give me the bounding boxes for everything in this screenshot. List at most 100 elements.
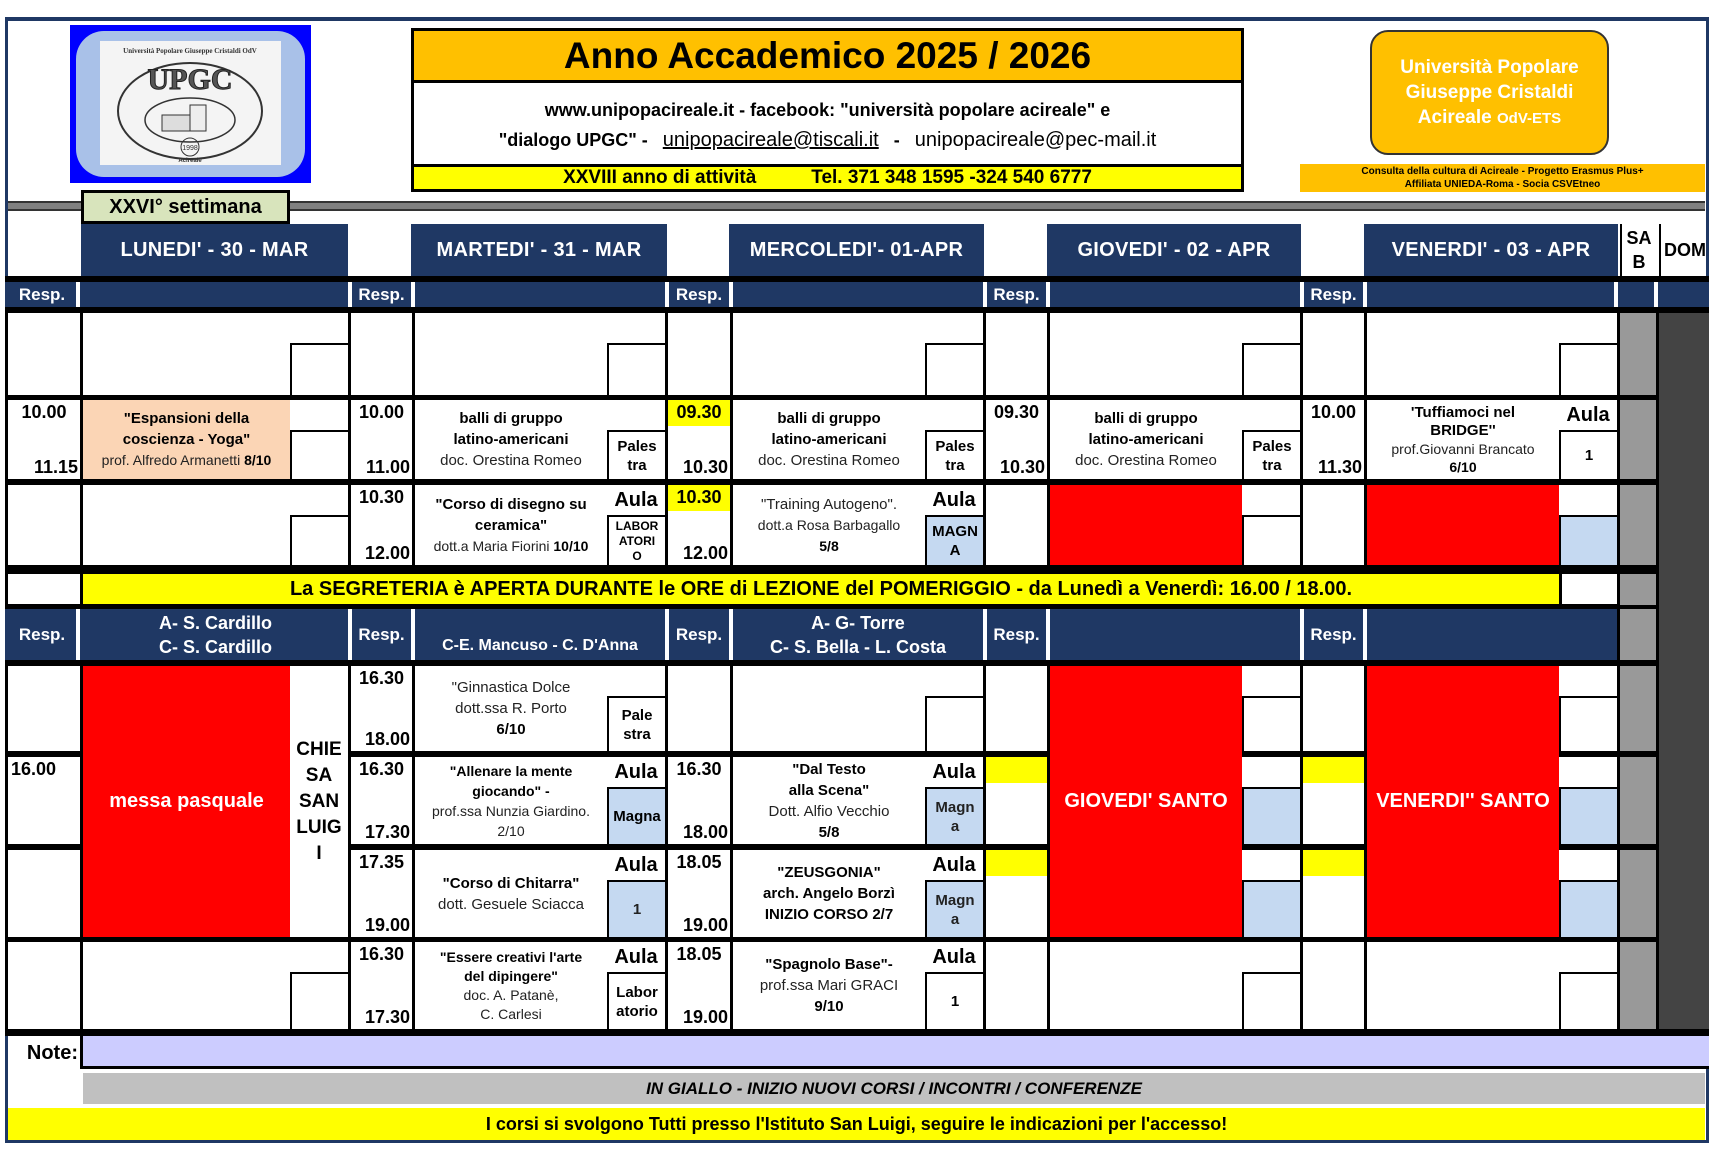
sat-cell <box>1620 609 1656 660</box>
course-bridge: 'Tuffiamoci nel BRIDGE'' prof.Giovanni Bra… <box>1367 400 1617 479</box>
day-header-mon: LUNEDI' - 30 - MAR <box>81 224 348 276</box>
resp-cell <box>1303 757 1364 844</box>
room-laboratorio: LABOR ATORI O <box>607 515 665 565</box>
room-box <box>1242 515 1300 565</box>
room-box <box>290 343 348 395</box>
room-box <box>925 343 983 395</box>
room-1: 1 <box>1559 430 1617 479</box>
course-spagnolo-base: "Spagnolo Base"- prof.ssa Mari GRACI 9/10 … <box>733 942 983 1029</box>
course-yoga: "Espansioni della coscienza - Yoga" prof. … <box>83 400 348 479</box>
org-line: Università Popolare <box>1400 56 1579 78</box>
day-header-fri: VENERDI' - 03 - APR <box>1364 224 1618 276</box>
day-header-sat: SA B <box>1620 224 1656 276</box>
resp-cell <box>8 942 80 1029</box>
time-cell: 17.35 19.00 <box>351 850 412 937</box>
resp-cell <box>986 485 1047 565</box>
upgc-logo: Università Popolare Giuseppe Cristaldi O… <box>70 25 311 183</box>
room-laboratorio: Labor atorio <box>607 972 665 1029</box>
room-box <box>290 515 348 565</box>
week-label: XXVI° settimana <box>81 190 290 224</box>
afternoon-header <box>5 609 1617 660</box>
sat-cell <box>1620 400 1656 479</box>
resp-cell <box>1303 313 1364 395</box>
activity-cell <box>733 313 983 395</box>
resp-cell <box>8 313 80 395</box>
time-cell: 09.30 10.30 <box>986 400 1047 479</box>
room-1: 1 <box>607 880 665 937</box>
resp-cell <box>1303 485 1364 565</box>
activity-cell <box>1367 485 1617 565</box>
time-cell: 18.05 19.00 <box>668 850 730 937</box>
sat-cell <box>1620 757 1656 844</box>
room-1: 1 <box>925 972 983 1029</box>
affiliation-line: Consulta della cultura di Acireale - Pro… <box>1361 166 1644 177</box>
note-label: Note: <box>8 1036 80 1108</box>
time-cell: 16.00 <box>8 757 80 844</box>
sat-cell <box>1620 485 1656 565</box>
affiliations: Consulta della cultura di Acireale - Pro… <box>1300 164 1705 192</box>
info-banner: I corsi si svolgono Tutti presso l'Istit… <box>8 1108 1705 1140</box>
room-box <box>1559 343 1617 395</box>
resp-cell <box>986 850 1047 937</box>
room-box <box>1242 787 1300 844</box>
resp-header: Resp. <box>1300 609 1367 660</box>
legend-banner: IN GIALLO - INIZIO NUOVI CORSI / INCONTR… <box>83 1073 1705 1104</box>
note-field[interactable] <box>80 1036 1709 1069</box>
day-header-thu: GIOVEDI' - 02 - APR <box>1047 224 1301 276</box>
email-pec[interactable]: unipopacireale@pec-mail.it <box>914 129 1157 151</box>
day-header-wed: MERCOLEDI'- 01-APR <box>729 224 984 276</box>
sat-cell <box>1620 942 1656 1029</box>
divider <box>8 201 1705 211</box>
activity-cell <box>83 313 348 395</box>
course-balli: balli di gruppo latino-americani doc. Ores… <box>733 400 983 479</box>
resp-header: Resp. <box>348 609 415 660</box>
room-box <box>925 696 983 751</box>
affiliation-line: Affiliata UNIEDA-Roma - Socia CSVEtneo <box>1404 179 1601 190</box>
sat-cell <box>1620 666 1656 751</box>
activity-cell <box>415 313 665 395</box>
room-magna: Magna <box>607 787 665 844</box>
activity-cell <box>1050 485 1300 565</box>
resp-cell <box>1303 942 1364 1029</box>
room-box <box>290 972 348 1029</box>
activity-cell <box>83 942 348 1029</box>
supervisors-wed: A- G- Torre C- S. Bella - L. Costa <box>769 612 947 657</box>
activity-cell <box>83 485 348 565</box>
time-cell: 18.05 19.00 <box>668 942 730 1029</box>
resp-cell <box>986 942 1047 1029</box>
room-box <box>1242 343 1300 395</box>
room-box <box>1559 880 1617 937</box>
room-box <box>1242 696 1300 751</box>
supervisors-mon: A- S. Cardillo C- S. Cardillo <box>158 612 272 657</box>
svg-text:Università Popolare Giuseppe C: Università Popolare Giuseppe Cristaldi O… <box>123 47 257 55</box>
room-box <box>607 343 665 395</box>
room-box <box>290 430 348 479</box>
resp-header: Resp. <box>665 609 733 660</box>
org-line: Acireale <box>1417 106 1492 128</box>
resp-cell <box>668 666 730 751</box>
course-balli: balli di gruppo latino-americani doc. Ores… <box>415 400 665 479</box>
resp-cell <box>351 313 412 395</box>
resp-cell <box>668 313 730 395</box>
segreteria-banner: La SEGRETERIA è APERTA DURANTE le ORE di… <box>83 574 1559 604</box>
day-header-sun: DOM <box>1659 224 1709 276</box>
room-box <box>1559 972 1617 1029</box>
sat-cell <box>1620 574 1656 605</box>
room-magna: MAGN A <box>925 515 983 565</box>
page-title: Anno Accademico 2025 / 2026 <box>414 31 1241 83</box>
activity-cell <box>1050 313 1300 395</box>
resp-header: Resp. <box>8 609 80 660</box>
time-cell: 10.00 11.30 <box>1303 400 1364 479</box>
website-line: www.unipopacireale.it - facebook: "unive… <box>544 100 1111 120</box>
email-tiscali-link[interactable]: unipopacireale@tiscali.it <box>662 129 879 151</box>
resp-cell <box>986 313 1047 395</box>
activity-cell <box>1050 942 1300 1029</box>
activity-cell <box>1367 942 1617 1029</box>
org-line: Giuseppe Cristaldi <box>1405 81 1574 103</box>
course-balli: balli di gruppo latino-americani doc. Ores… <box>1050 400 1300 479</box>
telephone: Tel. 371 348 1595 -324 540 6777 <box>811 167 1092 188</box>
